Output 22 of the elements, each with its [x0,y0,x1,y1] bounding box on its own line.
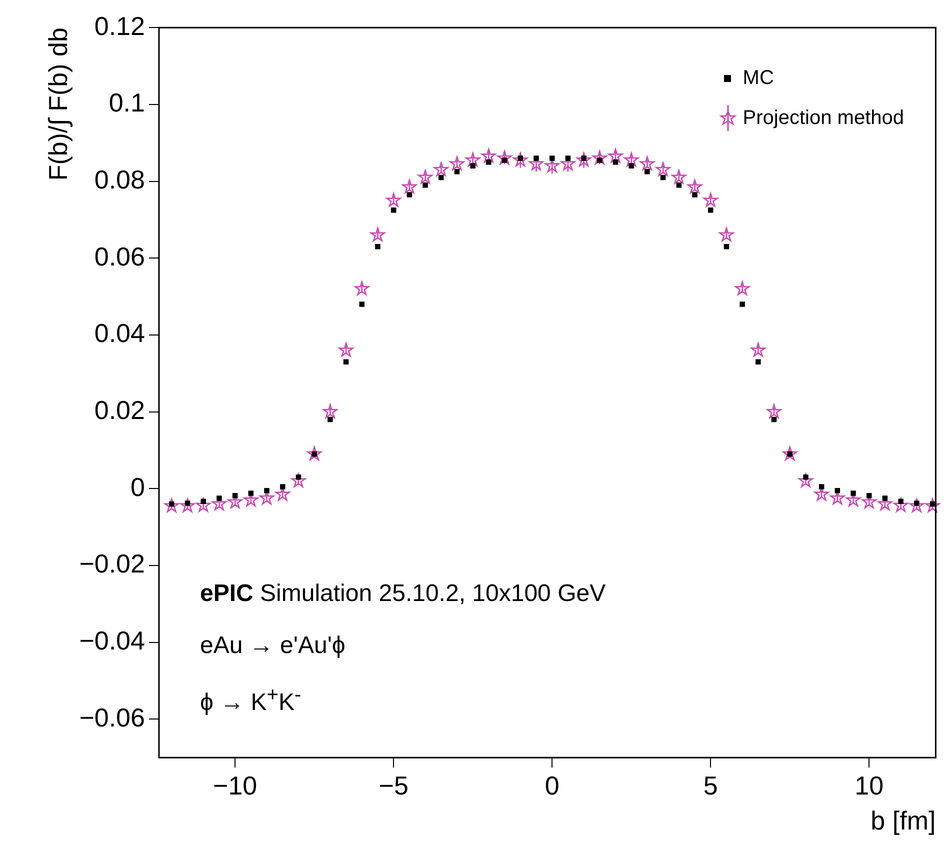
x-tick-label: −10 [213,770,258,800]
y-tick-label: 0.12 [94,10,145,41]
x-tick-label: 10 [854,770,884,800]
legend-label: Projection method [742,106,904,130]
y-tick-label: 0.08 [94,164,145,194]
y-tick-label: −0.06 [79,702,145,732]
annotation: ePIC Simulation 25.10.2, 10x100 GeV [200,580,606,609]
y-tick-label: 0 [130,472,145,502]
y-tick-label: 0.02 [94,394,145,425]
y-tick-label: −0.02 [79,548,145,579]
annotation: ϕ → K$^{+}$K$^{-}$ [200,684,302,718]
y-tick-label: −0.04 [79,626,145,656]
annotation: eAu → e'Au'ϕ [200,632,346,661]
y-tick-label: 0.04 [94,318,145,348]
y-tick-label: 0.1 [108,88,145,118]
legend-label: MC [742,66,774,90]
x-tick-label: 0 [544,770,560,800]
y-tick-label: 0.06 [94,241,145,272]
x-tick-label: 5 [703,770,718,800]
x-axis-title: b [fm] [870,806,936,836]
y-axis-title: F(b)/∫ F(b) db [42,28,73,181]
x-tick-label: −5 [378,770,408,800]
